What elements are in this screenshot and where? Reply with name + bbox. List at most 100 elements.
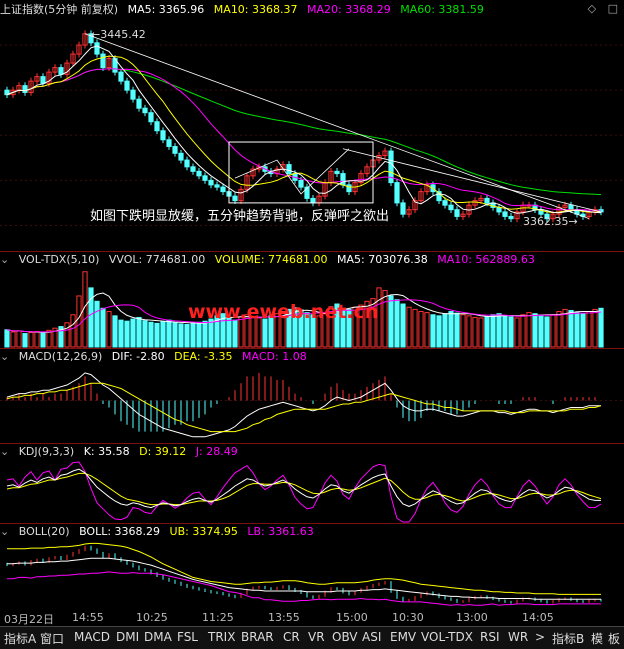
macd-value-label: MACD: 1.08: [242, 350, 307, 363]
macd-panel-header: ⌄ MACD(12,26,9) DIF: -2.80 DEA: -3.35 MA…: [0, 349, 313, 365]
volume-bar: [160, 321, 166, 348]
boll-label: BOLL: 3368.29: [79, 525, 161, 538]
time-tick-label: 10:30: [392, 611, 424, 624]
main-title: 上证指数(5分钟 前复权): [0, 3, 119, 16]
candle-body: [100, 53, 106, 69]
volume-bar: [106, 311, 112, 348]
tab-macd[interactable]: MACD: [74, 630, 110, 644]
time-tick-label: 11:25: [202, 611, 234, 624]
divider[interactable]: [0, 443, 624, 444]
chevron-down-icon[interactable]: ⌄: [0, 445, 10, 458]
candle-body: [22, 85, 28, 93]
candle-body: [94, 42, 100, 55]
tab-fsl[interactable]: FSL: [177, 630, 198, 644]
dea-label: DEA: -3.35: [174, 350, 233, 363]
candle-body: [76, 44, 82, 55]
volume-bar: [250, 315, 256, 348]
tab-dmi[interactable]: DMI: [116, 630, 140, 644]
high-price-label: ←3445.42: [91, 28, 146, 41]
volume-bar: [478, 317, 484, 348]
volume-bar: [112, 315, 118, 348]
volume-bar: [118, 319, 124, 348]
candle-body: [220, 186, 226, 193]
macd-title[interactable]: MACD(12,26,9): [18, 350, 103, 363]
volume-bar: [64, 322, 70, 348]
tab-cr[interactable]: CR: [283, 630, 300, 644]
ma60-label: MA60: 3381.59: [400, 3, 484, 16]
volume-bar: [406, 306, 412, 348]
ma10-label: MA10: 3368.37: [213, 3, 298, 16]
volume-bar: [232, 319, 238, 348]
boll-title[interactable]: BOLL(20): [18, 525, 70, 538]
candle-body: [124, 80, 130, 91]
candle-body: [544, 213, 550, 220]
kdj-title[interactable]: KDJ(9,3,3): [18, 445, 75, 458]
volume-bar: [304, 312, 310, 348]
tab-vr[interactable]: VR: [308, 630, 325, 644]
volume-bar: [94, 300, 100, 348]
candle-body: [346, 184, 352, 193]
tab-trix[interactable]: TRIX: [208, 630, 236, 644]
kdj-panel-header: ⌄ KDJ(9,3,3) K: 35.58 D: 39.12 J: 28.49: [0, 444, 244, 460]
tab-emv[interactable]: EMV: [390, 630, 417, 644]
divider[interactable]: [0, 523, 624, 524]
chevron-down-icon[interactable]: ⌄: [0, 350, 10, 363]
tab-指标b[interactable]: 指标B: [552, 632, 585, 646]
volume-bar: [586, 311, 592, 348]
volume-bar: [58, 326, 64, 348]
tab-wr[interactable]: WR: [508, 630, 529, 644]
boll-lb-line: [7, 571, 601, 606]
boll-ub-line: [7, 542, 601, 595]
volume-bar: [562, 308, 568, 348]
tab-vol-tdx[interactable]: VOL-TDX: [421, 630, 473, 644]
tab-窗口[interactable]: 窗口: [40, 632, 65, 646]
volume-title[interactable]: VOL-TDX(5,10): [18, 253, 100, 266]
tab-板[interactable]: 板: [608, 632, 621, 646]
volume-bar: [34, 330, 40, 348]
candle-body: [400, 202, 406, 215]
tab-模[interactable]: 模: [591, 632, 604, 646]
tab-dma[interactable]: DMA: [144, 630, 172, 644]
candle-body: [142, 107, 148, 114]
tab-more[interactable]: >: [535, 630, 546, 644]
divider[interactable]: [0, 348, 624, 349]
chevron-down-icon[interactable]: ⌄: [0, 253, 10, 266]
tab-asi[interactable]: ASI: [362, 630, 382, 644]
volume-bar: [496, 313, 502, 348]
volume-bar: [154, 322, 160, 348]
chevron-down-icon[interactable]: ⌄: [0, 525, 10, 538]
candle-body: [70, 53, 76, 64]
tab-指标a[interactable]: 指标A: [4, 632, 37, 646]
volume-bar: [592, 308, 598, 348]
indicator-tab-bar: 指标A 窗口 MACD DMI DMA FSL TRIX BRAR CR VR OBV ASI EMV V…: [0, 626, 624, 649]
candle-body: [472, 200, 478, 206]
diamond-icon[interactable]: ◇: [587, 2, 597, 15]
volume-bar: [148, 321, 154, 348]
candle-body: [334, 170, 340, 175]
chart-canvas[interactable]: ←3445.42 3362.35→ 如图下跌明显放缓，五分钟趋势背驰，反弹呼之欲出 w…: [0, 0, 624, 610]
square-icon[interactable]: □: [607, 2, 618, 15]
divider[interactable]: [0, 251, 624, 252]
trend-line: [84, 33, 590, 220]
volume-bar: [532, 313, 538, 348]
candle-body: [118, 71, 124, 82]
candle-body: [172, 146, 178, 154]
ma20-label: MA20: 3368.29: [307, 3, 391, 16]
time-tick-label: 15:00: [336, 611, 368, 624]
volume-bar: [310, 314, 316, 348]
volume-bar: [334, 303, 340, 348]
volume-bar: [316, 315, 322, 348]
tab-brar[interactable]: BRAR: [241, 630, 274, 644]
tab-obv[interactable]: OBV: [332, 630, 358, 644]
candle-body: [28, 80, 34, 93]
j-label: J: 28.49: [195, 445, 238, 458]
volume-bar: [490, 314, 496, 348]
candle-body: [394, 182, 400, 204]
candle-body: [214, 184, 220, 188]
candle-body: [130, 89, 136, 100]
candle-body: [196, 170, 202, 177]
tab-rsi[interactable]: RSI: [480, 630, 500, 644]
volume-bar: [16, 330, 22, 348]
candle-body: [568, 204, 574, 211]
